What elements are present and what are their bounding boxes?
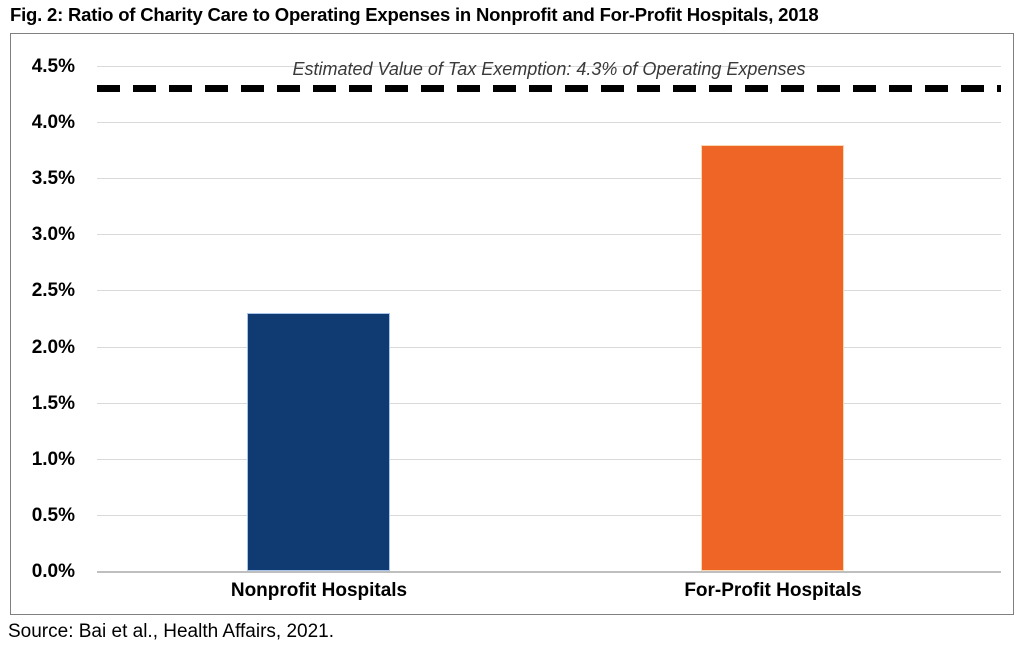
y-axis-label-3_5: 3.5% <box>31 168 75 189</box>
y-axis-label-1_0: 1.0% <box>31 449 75 470</box>
source-note: Source: Bai et al., Health Affairs, 2021… <box>8 621 335 642</box>
gridline-3_0 <box>97 234 1001 235</box>
y-axis-label-1_5: 1.5% <box>31 393 75 414</box>
tax-exemption-reference-line <box>97 85 1001 92</box>
y-axis-label-2_0: 2.0% <box>31 337 75 358</box>
y-axis-label-0_5: 0.5% <box>31 505 75 526</box>
y-axis-label-4_5: 4.5% <box>31 56 75 77</box>
gridline-2_5 <box>97 290 1001 291</box>
gridline-1_5 <box>97 403 1001 404</box>
y-axis-label-2_5: 2.5% <box>31 280 75 301</box>
gridline-1_0 <box>97 459 1001 460</box>
gridline-0_0 <box>97 571 1001 573</box>
tax-exemption-annotation-label: Estimated Value of Tax Exemption: 4.3% o… <box>292 59 806 79</box>
x-axis-label-nonprofit-hospitals: Nonprofit Hospitals <box>230 580 408 601</box>
gridline-4_0 <box>97 122 1001 123</box>
y-axis-label-0_0: 0.0% <box>31 561 75 582</box>
bar-nonprofit-hospitals[interactable] <box>247 313 390 571</box>
y-axis-label-3_0: 3.0% <box>31 224 75 245</box>
bar-for-profit-hospitals[interactable] <box>701 145 844 571</box>
gridline-2_0 <box>97 347 1001 348</box>
gridline-3_5 <box>97 178 1001 179</box>
y-axis-label-4_0: 4.0% <box>31 112 75 133</box>
gridline-4_5 <box>97 66 1001 67</box>
page-title: Fig. 2: Ratio of Charity Care to Operati… <box>10 4 819 25</box>
x-axis-label-for-profit-hospitals: For-Profit Hospitals <box>684 580 862 601</box>
chart-frame: 4.5% 4.0% 3.5% 3.0% 2.5% 2.0% 1.5% 1.0% … <box>10 33 1014 615</box>
gridline-0_5 <box>97 515 1001 516</box>
